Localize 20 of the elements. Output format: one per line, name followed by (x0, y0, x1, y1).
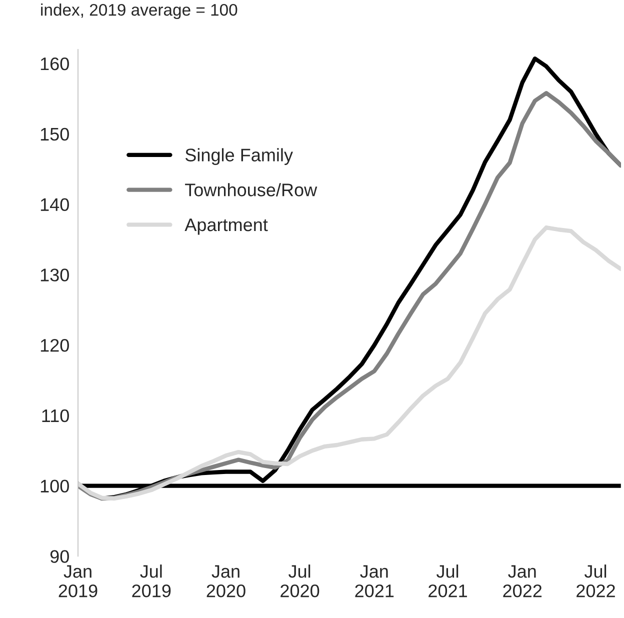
x-tick-label: Jul 2022 (576, 564, 615, 598)
x-tick-label: Jul 2020 (280, 564, 320, 598)
legend-label: Single Family (185, 148, 293, 166)
y-tick-label: 110 (42, 409, 69, 422)
legend-label: Apartment (184, 218, 268, 235)
y-tick-label: 160 (40, 57, 69, 70)
x-tick-label: Jul 2021 (428, 564, 467, 598)
x-tick-label: Jan 2020 (206, 565, 246, 598)
x-tick-label: Jan 2021 (355, 565, 394, 598)
y-tick-label: 150 (40, 128, 69, 141)
legend-label: Townhouse/Row (185, 183, 318, 196)
x-tick-label: Jul 2019 (132, 564, 171, 598)
y-tick-label: 90 (50, 550, 69, 563)
x-tick-label: Jan 2022 (503, 565, 542, 598)
y-tick-label: 100 (40, 480, 69, 493)
y-tick-label: 120 (40, 338, 69, 352)
y-axis-title: index, 2019 average = 100 (41, 4, 238, 20)
y-tick-label: 130 (40, 268, 69, 282)
x-tick-label: Jan 2019 (58, 565, 98, 598)
y-tick-label: 140 (40, 198, 69, 212)
